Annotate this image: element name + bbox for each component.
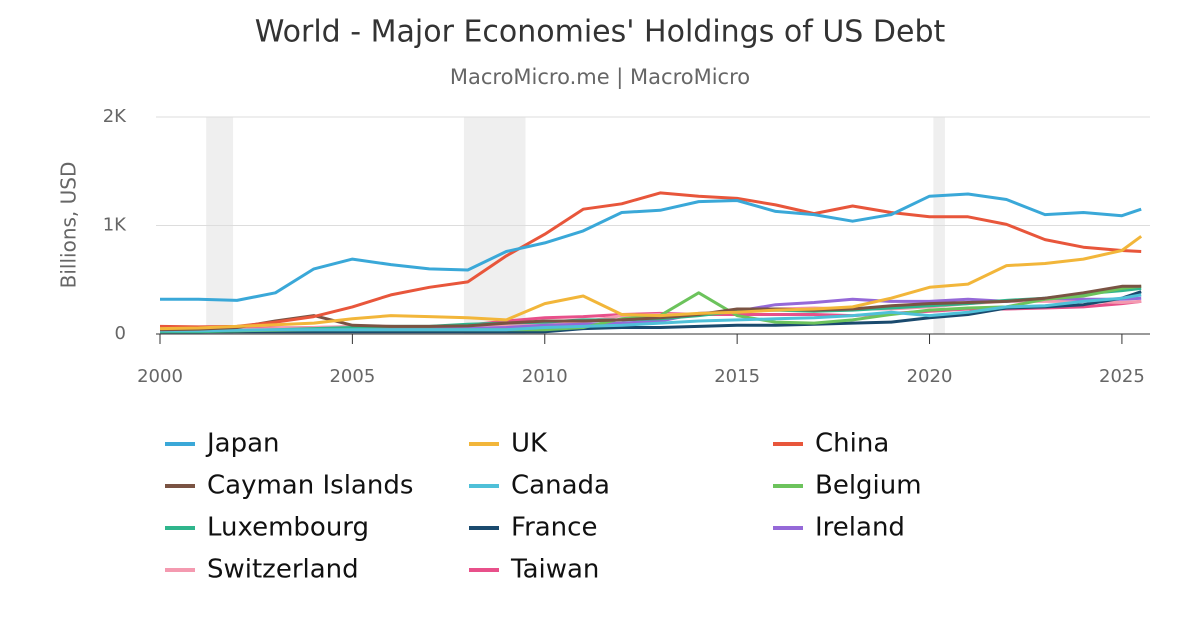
legend-label: Belgium xyxy=(815,471,922,501)
x-tick-label: 2015 xyxy=(714,366,760,387)
legend-label: Luxembourg xyxy=(207,513,369,543)
x-tick-label: 2020 xyxy=(907,366,953,387)
x-tick-label: 2000 xyxy=(137,366,183,387)
x-tick-label: 2010 xyxy=(522,366,568,387)
legend-label: Ireland xyxy=(815,513,905,543)
chart-title: World - Major Economies' Holdings of US … xyxy=(255,15,946,50)
series-line xyxy=(159,235,1143,331)
legend-label: Cayman Islands xyxy=(207,471,413,501)
y-axis-label: Billions, USD xyxy=(57,162,81,289)
x-tick-label: 2025 xyxy=(1099,366,1145,387)
y-tick-label: 2K xyxy=(103,106,127,127)
series-line xyxy=(159,191,1142,329)
chart-subtitle: MacroMicro.me | MacroMicro xyxy=(450,65,750,90)
legend-label: France xyxy=(511,513,597,543)
legend-label: Switzerland xyxy=(207,555,359,585)
series-line xyxy=(160,293,1142,333)
series-line xyxy=(159,284,1142,332)
legend-label: Taiwan xyxy=(510,555,599,585)
x-tick-label: 2005 xyxy=(329,366,375,387)
series-line xyxy=(160,290,1142,334)
legend-label: China xyxy=(815,429,889,459)
series-line xyxy=(160,192,1142,302)
legend-label: Japan xyxy=(205,429,280,459)
legend-label: UK xyxy=(511,429,548,459)
y-tick-label: 1K xyxy=(103,215,127,236)
legend-label: Canada xyxy=(511,471,610,501)
y-tick-label: 0 xyxy=(115,323,126,344)
